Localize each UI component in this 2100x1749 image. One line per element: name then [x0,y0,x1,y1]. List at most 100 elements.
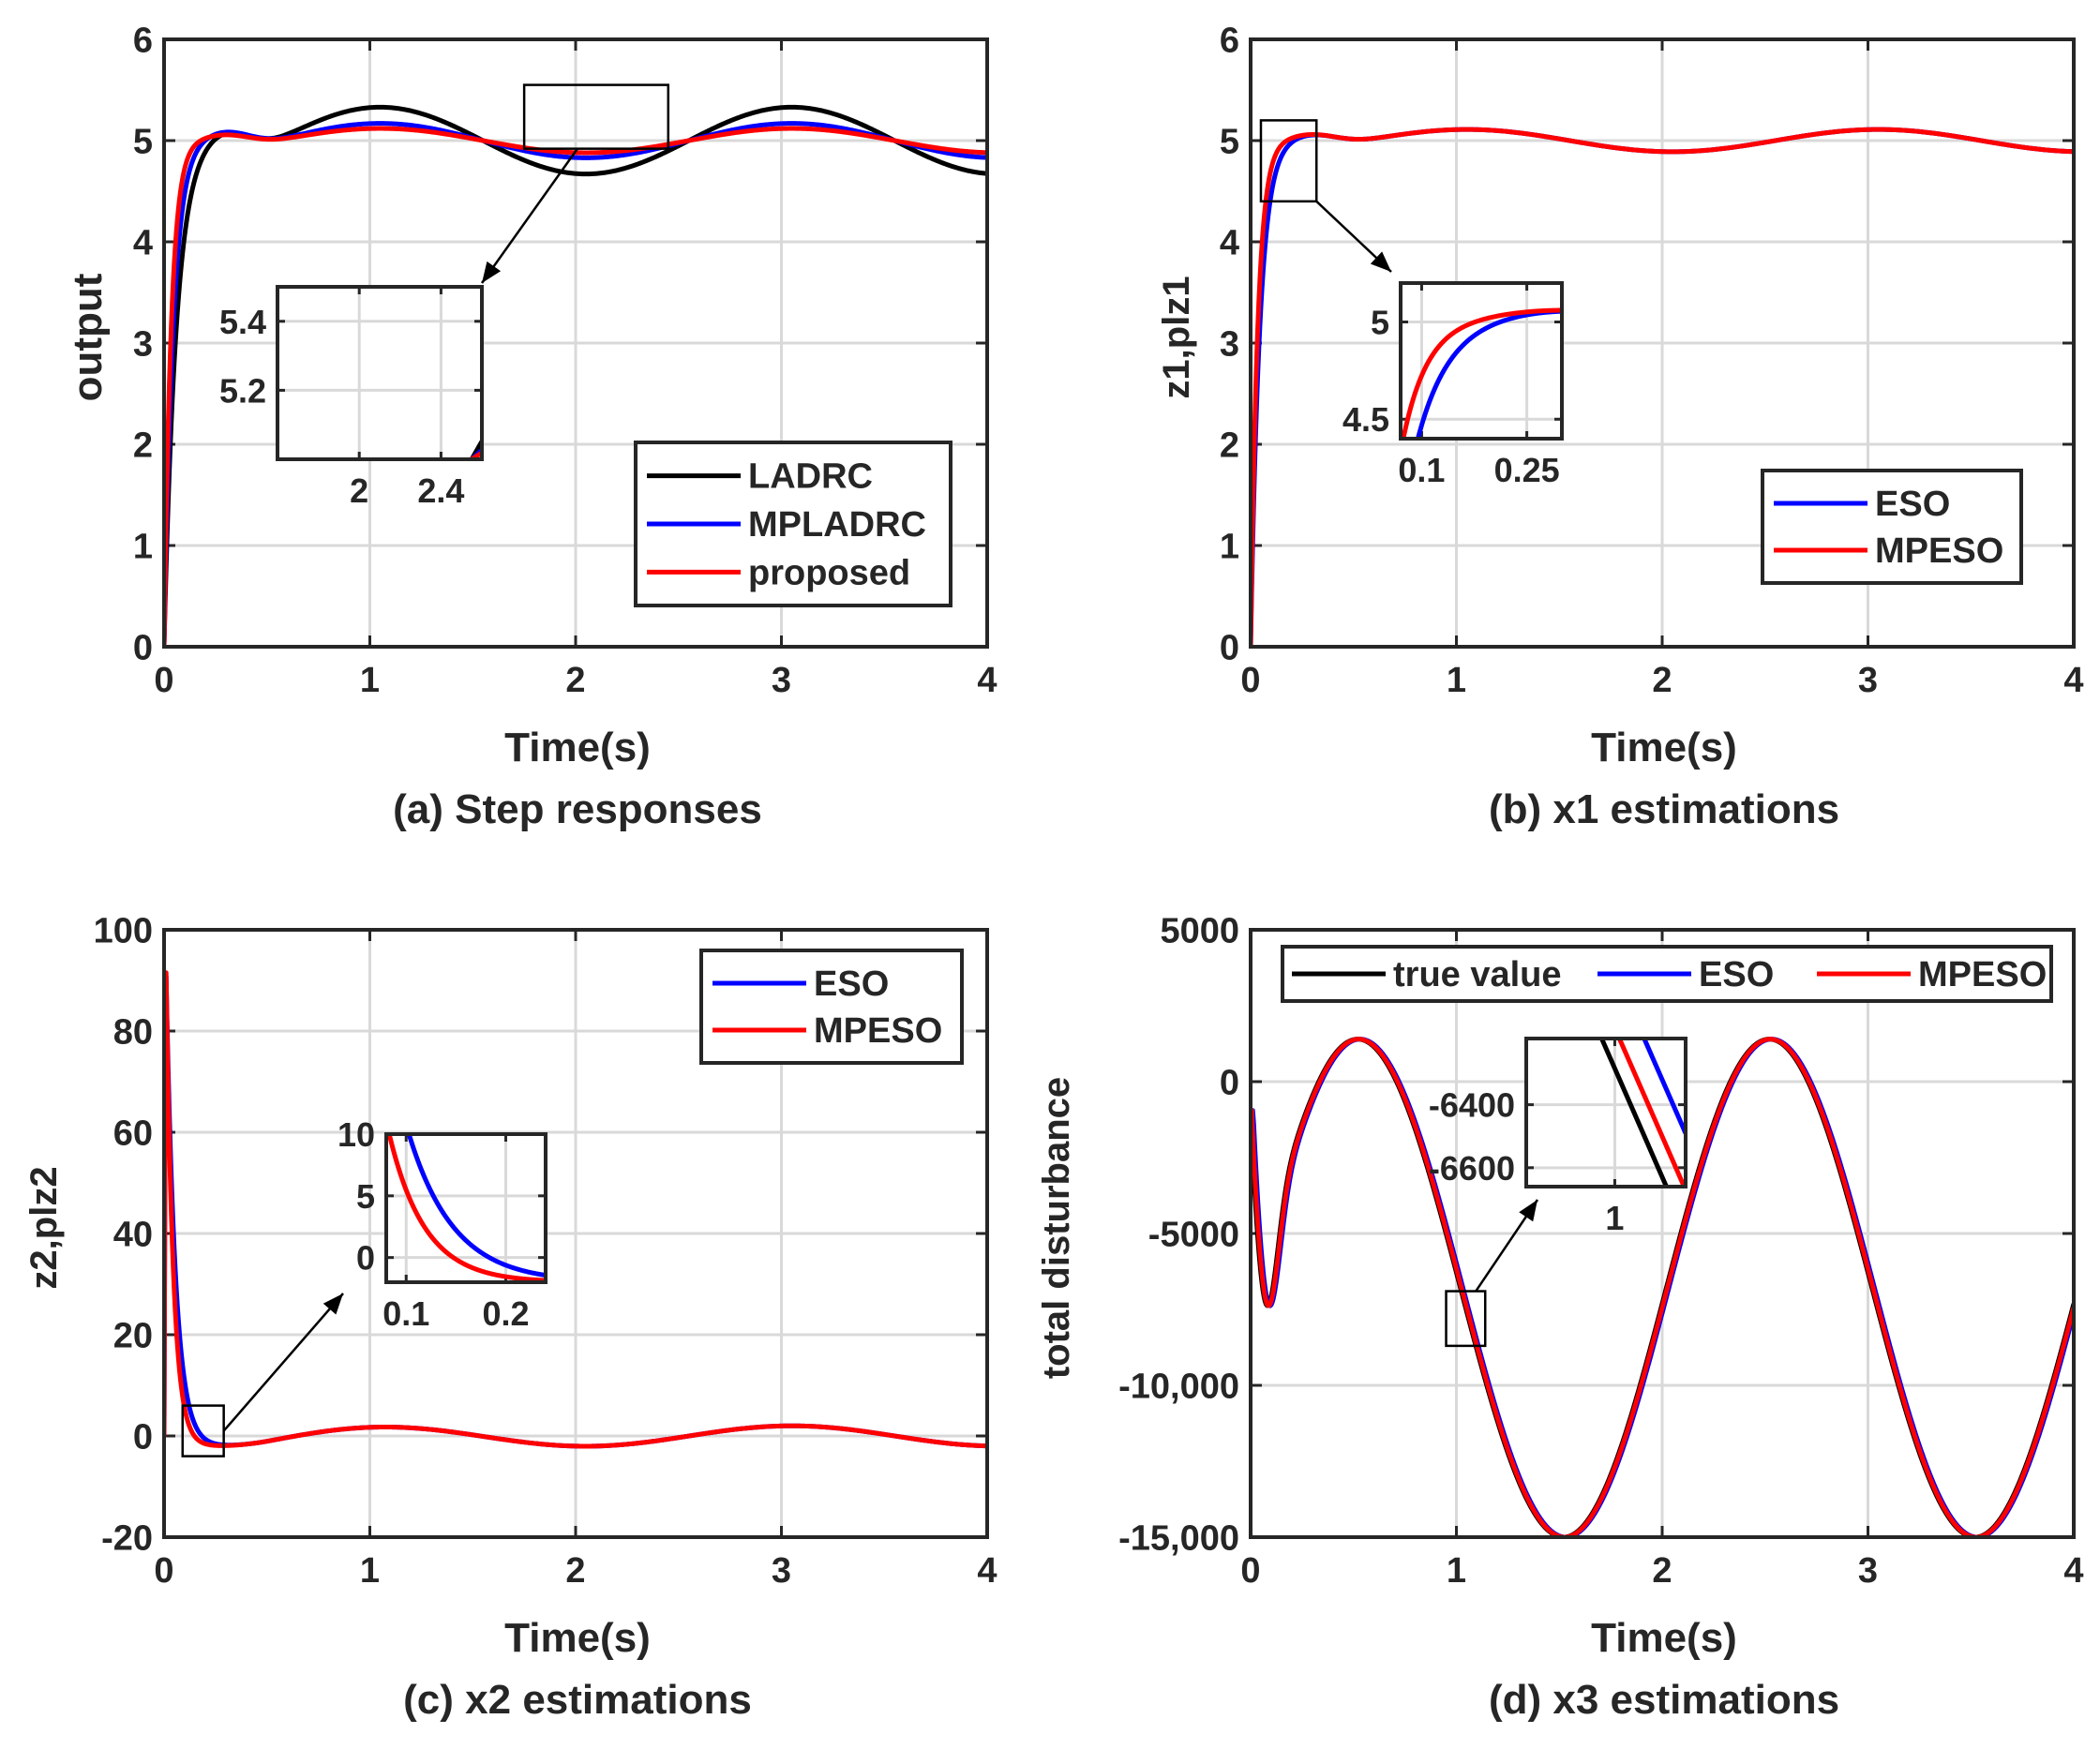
panel-a-frame [162,37,989,649]
panel-c-series-mpeso [164,970,987,1449]
panel-a-ytick-label: 6 [133,22,153,61]
panel-c-xtick-label: 2 [565,1551,585,1591]
panel-b-inset-ytick-label: 5 [1371,303,1389,341]
panel-d-inset-series-eso [1642,1039,1686,1135]
panel-d-arrow-head [1519,1200,1538,1222]
panel-b-series-mpeso [1251,127,2074,647]
panel-c-ytick-label: 60 [113,1114,153,1154]
panel-d-inset-ytick-label: -6400 [1429,1086,1515,1125]
panel-b-inset-frame [1399,281,1564,441]
panel-d-ytick-label: -5000 [1148,1216,1239,1255]
panel-c-ytick-label: -20 [101,1519,153,1559]
panel-a-ytick-label: 2 [133,426,153,466]
panel-d-zoom-box [1445,1290,1487,1348]
panel-b-caption: (b) x1 estimations [1489,786,1839,832]
panel-a-inset-frame [276,285,484,461]
panel-d-xtick-label: 0 [1240,1551,1260,1591]
panel-a-plot: 0 1 2 3 4 0 1 2 3 4 5 6 2 2.4 5.2 5.4 LADRC MPLADRC propos… [133,22,998,700]
panel-d-legend-label: MPESO [1918,955,2047,994]
panel-d-xtick-label: 4 [2063,1551,2083,1591]
panel-c-xlabel: Time(s) [504,1615,651,1661]
panel-c-inset-ytick-label: 10 [338,1115,375,1154]
panel-a-xlabel: Time(s) [504,725,651,770]
panel-b-inset-series-mpeso [1401,307,1562,439]
panel-a-ytick-label: 4 [133,224,153,263]
panel-c-inset: 0.1 0.2 0 5 10 [338,1115,548,1333]
panel-d-ylabel: total disturbance [1036,1077,1077,1379]
panel-c-xtick-label: 4 [977,1551,997,1591]
panel-b-xtick-label: 1 [1447,661,1466,700]
panel-c-ytick-label: 40 [113,1216,153,1255]
panel-d-ytick-label: 0 [1220,1064,1239,1103]
panel-a-inset: 2 2.4 5.2 5.4 [219,285,484,510]
panel-b-legend-box [1761,469,2023,585]
panel-d-inset-series-true-value [1598,1039,1670,1187]
panel-a-zoom-box [522,83,670,150]
panel-b-legend-label: ESO [1875,485,1950,524]
panel-a-legend-label: MPLADRC [748,505,926,545]
panel-b-ytick-label: 2 [1220,426,1239,466]
panel-d-legend-label: ESO [1699,955,1774,994]
panel-c-inset-xtick-label: 0.2 [482,1294,529,1333]
panel-c-xtick-label: 1 [360,1551,380,1591]
panel-d-caption: (d) x3 estimations [1489,1677,1839,1723]
panel-c-inset-xtick-label: 0.1 [382,1294,429,1333]
panel-b-ytick-label: 6 [1220,22,1239,61]
panel-a-arrow-head [482,261,502,283]
panel-c-inset-series-eso [406,1134,546,1278]
panel-d-series-mpeso [1251,1037,2074,1537]
panel-b-inset: 0.1 0.25 4.5 5 [1342,281,1564,489]
panel-a-legend-label: proposed [748,553,910,592]
panel-a-inset-xtick-label: 2.4 [417,471,464,510]
panel-b-frame [1249,37,2076,649]
panel-c-ytick-label: 80 [113,1013,153,1053]
panel-b-inset-ytick-label: 4.5 [1342,400,1389,439]
panel-b-zoom-box [1259,119,1318,203]
panel-c-frame [162,928,989,1539]
panel-d-ytick-label: -15,000 [1118,1519,1239,1559]
panel-a-xtick-label: 1 [360,661,380,700]
panel-d-plot: 0 1 2 3 4 -15,000 -10,000 -5000 0 5000 1 -6400 -6600… [1118,912,2083,1591]
panel-a-inset-ytick-label: 5.2 [219,371,266,410]
panel-c-arrow-head [322,1293,343,1315]
panel-a-ytick-label: 0 [133,629,153,668]
panel-d-xtick-label: 3 [1858,1551,1878,1591]
panel-b-ylabel: z1,plz1 [1156,276,1197,398]
panel-c-legend-label: MPESO [814,1011,942,1051]
panel-c-inset-ytick-label: 0 [356,1239,375,1278]
panel-b-xtick-label: 4 [2063,661,2083,700]
panel-c-caption: (c) x2 estimations [403,1677,752,1723]
panel-b-inset-series-eso [1415,308,1562,439]
panel-b-ytick-label: 1 [1220,528,1239,567]
panel-b-ytick-label: 5 [1220,123,1239,162]
panel-b-legend-label: MPESO [1875,531,2003,571]
panel-c-xtick-label: 0 [154,1551,173,1591]
panel-a-xtick-label: 2 [565,661,585,700]
panel-c-arrow-line [222,1293,344,1432]
panel-c-xtick-label: 3 [772,1551,791,1591]
panel-d-inset-background [1526,1039,1686,1187]
panel-a-inset-ytick-label: 5.4 [219,303,266,341]
panel-a-ytick-label: 3 [133,325,153,365]
panel-b-xtick-label: 2 [1652,661,1672,700]
panel-d-inset-series-mpeso [1616,1039,1686,1187]
panel-c-ytick-label: 20 [113,1317,153,1356]
panel-d: 0 1 2 3 4 -15,000 -10,000 -5000 0 5000 1 -6400 -6600… [1036,912,2084,1723]
panel-d-legend-label: true value [1393,955,1562,994]
panel-a-ytick-label: 5 [133,123,153,162]
panel-a-legend-label: LADRC [748,457,873,497]
panel-a-series-ladrc [164,104,987,646]
panel-b-plot: 0 1 2 3 4 0 1 2 3 4 5 6 0.1 0.25 4.5 5 ESO MPESO [1220,22,2084,700]
panel-c-legend: ESO MPESO [699,949,964,1065]
panel-b-inset-xtick-label: 0.25 [1494,451,1560,489]
panel-b-inset-xtick-label: 0.1 [1398,451,1445,489]
panel-d-ytick-label: -10,000 [1118,1368,1239,1407]
panel-d-inset-ytick-label: -6600 [1429,1149,1515,1188]
panel-c-ytick-label: 100 [94,912,153,951]
panel-d-xlabel: Time(s) [1591,1615,1737,1661]
panel-a-xtick-label: 3 [772,661,791,700]
panel-c-inset-series-mpeso [386,1134,546,1282]
